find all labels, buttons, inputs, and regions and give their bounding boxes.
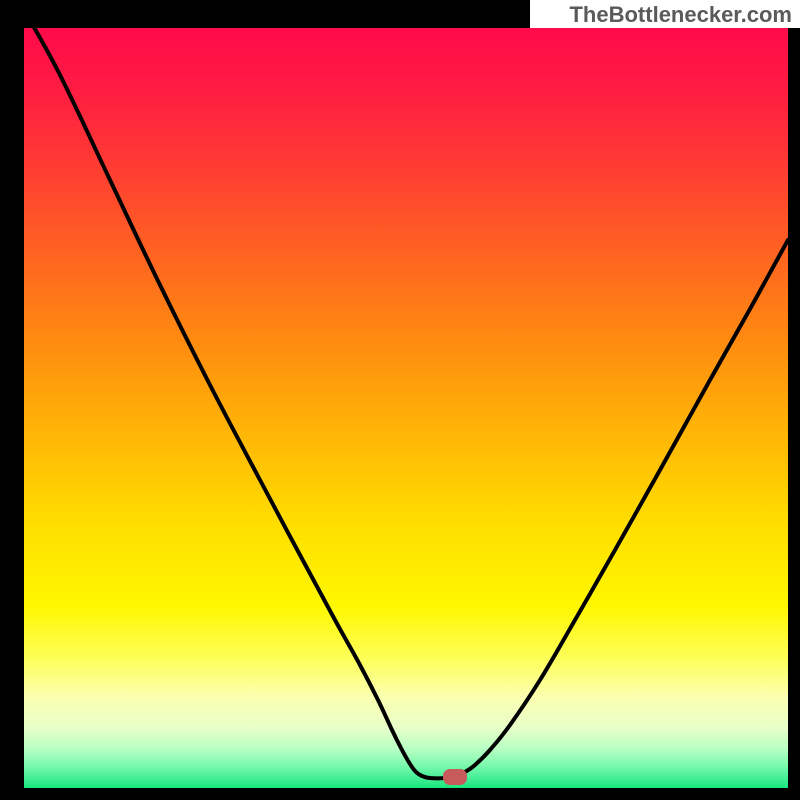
optimal-marker — [443, 769, 467, 785]
curve-layer — [0, 0, 800, 800]
watermark-text: TheBottlenecker.com — [569, 2, 792, 28]
bottleneck-chart: TheBottlenecker.com — [0, 0, 800, 800]
bottleneck-curve — [24, 10, 788, 778]
